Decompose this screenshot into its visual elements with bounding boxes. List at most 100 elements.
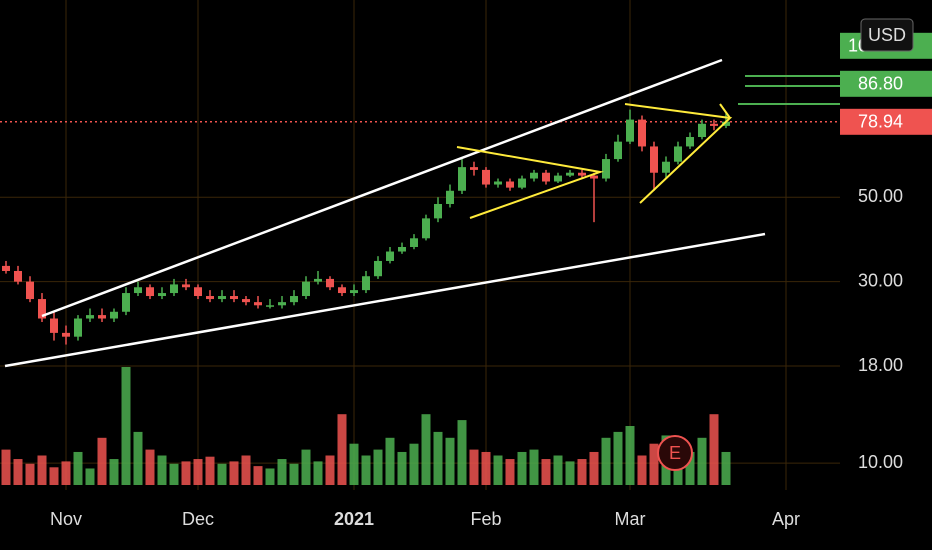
volume-bar	[277, 459, 287, 485]
candle-body	[74, 318, 82, 337]
candle-body	[110, 311, 118, 319]
candle-body	[542, 172, 550, 182]
candle-body	[62, 332, 70, 337]
candle-body	[278, 302, 286, 306]
volume-bar	[577, 459, 587, 485]
volume-bar	[625, 426, 635, 485]
volume-bar	[325, 455, 335, 485]
candle-body	[638, 119, 646, 147]
x-tick-label: Feb	[470, 509, 501, 529]
volume-bar	[721, 451, 731, 485]
volume-bar	[541, 459, 551, 485]
volume-bar	[445, 437, 455, 485]
earnings-marker[interactable]: E	[657, 435, 693, 471]
currency-button[interactable]: USD	[860, 18, 914, 52]
volume-bar	[397, 451, 407, 485]
volume-bar	[97, 437, 107, 485]
candle-body	[602, 159, 610, 179]
candle-body	[650, 146, 658, 173]
volume-bar	[301, 449, 311, 485]
candle-body	[194, 287, 202, 297]
candle-body	[698, 123, 706, 138]
volume-bar	[361, 455, 371, 485]
volume-bar	[121, 367, 131, 485]
candle-body	[386, 251, 394, 261]
volume-bar	[481, 451, 491, 485]
candle-body	[134, 287, 142, 294]
candle-body	[206, 296, 214, 300]
x-tick-label: Dec	[182, 509, 214, 529]
currency-label[interactable]: USD	[868, 25, 906, 45]
volume-bar	[421, 414, 431, 485]
candle-body	[50, 318, 58, 333]
candle-body	[158, 293, 166, 297]
volume-bar	[217, 463, 227, 485]
triangle-pattern	[456, 146, 604, 219]
volume-bar	[157, 455, 167, 485]
price-label-box	[840, 70, 932, 97]
drawings	[4, 58, 840, 368]
candle-body	[470, 167, 478, 170]
candle-body	[122, 293, 130, 312]
volume-bar	[433, 431, 443, 485]
volume-bar	[265, 468, 275, 485]
candle-body	[710, 123, 718, 126]
candle-body	[218, 296, 226, 300]
grid	[0, 0, 840, 490]
candle-body	[398, 246, 406, 252]
volume-bar	[229, 461, 239, 485]
volume-bar	[133, 431, 143, 485]
volume-bar	[145, 449, 155, 485]
candle-body	[686, 137, 694, 147]
candle-body	[722, 121, 730, 126]
volume-bar	[193, 459, 203, 485]
candle-body	[554, 175, 562, 182]
candle-body	[170, 284, 178, 294]
volume-bar	[73, 451, 83, 485]
candle-body	[434, 203, 442, 219]
candle-body	[446, 190, 454, 204]
candle-body	[458, 167, 466, 191]
volume-bar	[613, 431, 623, 485]
volume-bar	[1, 449, 11, 485]
candle-body	[494, 181, 502, 185]
candle-body	[242, 299, 250, 303]
candle-body	[530, 172, 538, 179]
volume-bar	[457, 420, 467, 485]
candle-body	[14, 270, 22, 282]
currency-box[interactable]	[860, 18, 914, 52]
candle-body	[518, 178, 526, 188]
y-tick-label: 10.00	[858, 452, 903, 472]
volume-bar	[313, 461, 323, 485]
candle-body	[230, 296, 238, 300]
volume-bar	[505, 459, 515, 485]
volume-pane	[1, 367, 731, 485]
candle-body	[2, 265, 10, 271]
candle-body	[254, 302, 262, 306]
volume-bar	[37, 455, 47, 485]
candle-body	[146, 287, 154, 297]
volume-bar	[529, 449, 539, 485]
volume-bar	[373, 449, 383, 485]
candle-body	[98, 315, 106, 319]
volume-bar	[109, 459, 119, 485]
candle-body	[26, 281, 34, 300]
volume-bar	[205, 456, 215, 485]
volume-bar	[589, 451, 599, 485]
trend-line	[41, 58, 723, 318]
volume-bar	[169, 463, 179, 485]
volume-bar	[517, 451, 527, 485]
volume-bar	[685, 451, 695, 485]
price-axis: 10.00 18.00 30.00 50.00 Nov Dec 2021 Feb Mar Apr 7…	[50, 32, 932, 529]
volume-bar	[181, 461, 191, 485]
candle-body	[590, 175, 598, 179]
volume-bar	[553, 455, 563, 485]
earnings-circle[interactable]	[657, 435, 693, 471]
volume-bar	[337, 414, 347, 485]
earnings-label[interactable]: E	[669, 443, 681, 463]
candle-body	[86, 315, 94, 319]
volume-bar	[649, 443, 659, 485]
volume-bar	[241, 455, 251, 485]
y-tick-label: 50.00	[858, 186, 903, 206]
candle-body	[38, 299, 46, 319]
